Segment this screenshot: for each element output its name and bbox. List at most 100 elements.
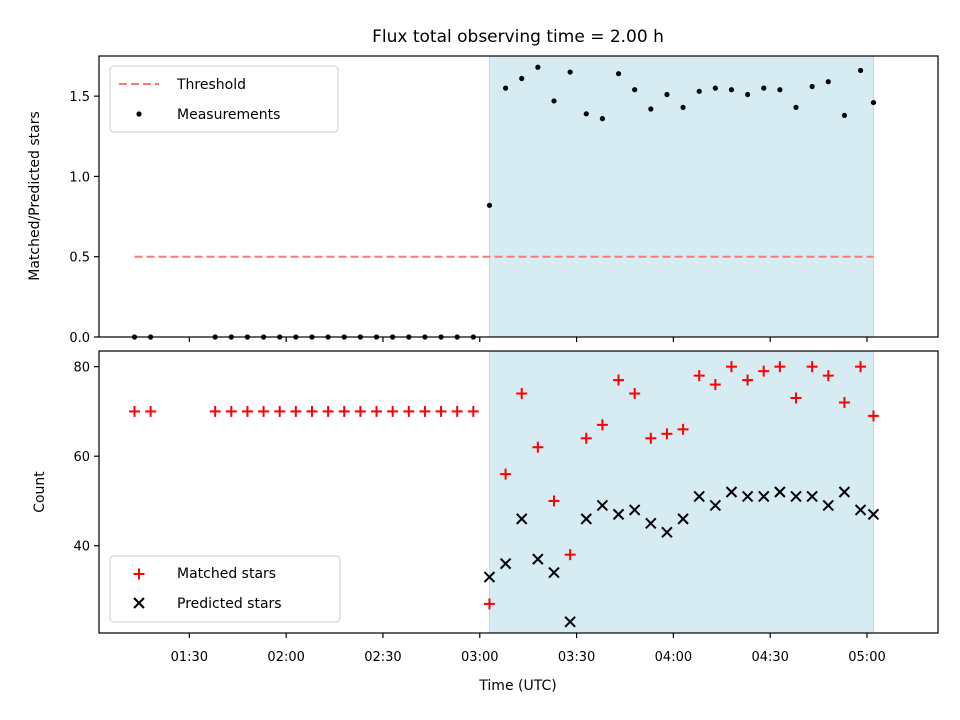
- bottom-ytick-label: 40: [73, 540, 90, 555]
- matched-star-marker: [274, 405, 286, 417]
- measurement-point: [825, 79, 831, 85]
- matched-star-marker: [306, 405, 318, 417]
- matched-star-marker: [338, 405, 350, 417]
- legend-threshold-label: Threshold: [176, 77, 246, 93]
- matched-star-marker: [855, 361, 867, 373]
- top-ytick-label: 0.5: [69, 251, 90, 266]
- xtick-label: 01:30: [171, 650, 208, 665]
- predicted-star-marker: [596, 499, 609, 512]
- matched-star-marker: [677, 423, 689, 435]
- measurement-point: [841, 112, 848, 119]
- matched-star-marker: [322, 405, 334, 417]
- top-axes-frame: [98, 55, 939, 338]
- matched-star-marker: [725, 361, 737, 373]
- measurement-point: [870, 99, 877, 106]
- legend-predicted-label: Predicted stars: [177, 596, 282, 612]
- matched-star-marker: [467, 405, 479, 417]
- measurement-points: [131, 64, 877, 340]
- predicted-star-marker: [838, 486, 851, 498]
- matched-star-marker: [742, 374, 754, 386]
- measurement-point: [599, 116, 606, 122]
- matched-star-marker: [838, 396, 850, 408]
- legend-matched-swatch: [133, 568, 145, 580]
- predicted-star-marker: [612, 508, 625, 521]
- predicted-star-marker: [499, 557, 512, 570]
- matched-star-marker: [661, 428, 673, 440]
- matched-star-marker: [532, 441, 544, 453]
- predicted-star-marker: [677, 513, 689, 525]
- predicted-star-marker: [741, 490, 754, 503]
- matched-star-marker: [290, 405, 302, 417]
- matched-star-marker: [451, 405, 463, 417]
- predicted-star-marker: [822, 499, 834, 512]
- xtick-label: 02:30: [364, 650, 401, 665]
- measurement-point: [809, 83, 815, 90]
- predicted-star-marker: [725, 486, 738, 498]
- matched-star-marker: [435, 405, 447, 417]
- predicted-star-marker: [628, 504, 641, 516]
- matched-star-marker: [403, 405, 415, 417]
- measurement-point: [648, 106, 654, 112]
- legend-matched-label: Matched stars: [177, 566, 276, 582]
- measurement-point: [502, 85, 509, 91]
- bottom-legend-box: [109, 555, 341, 623]
- measurement-point: [551, 98, 557, 104]
- xtick-label: 04:30: [751, 650, 788, 665]
- predicted-star-marker: [548, 566, 560, 579]
- matched-star-marker: [564, 549, 576, 561]
- bottom-legend: Matched stars Predicted stars: [109, 555, 341, 623]
- predicted-star-marker: [580, 513, 592, 525]
- measurement-point: [632, 87, 638, 93]
- matched-star-marker: [693, 370, 705, 382]
- xtick-label: 03:00: [461, 650, 498, 665]
- matched-star-marker: [548, 495, 560, 507]
- predicted-star-marker: [867, 508, 880, 521]
- predicted-star-marker: [758, 490, 770, 503]
- measurement-point: [567, 69, 573, 75]
- measurement-point: [857, 67, 864, 74]
- predicted-star-marker: [790, 490, 802, 503]
- matched-star-marker: [387, 405, 399, 417]
- matched-star-marker: [790, 392, 802, 404]
- measurement-point: [793, 104, 799, 110]
- measurement-point: [745, 91, 751, 98]
- predicted-star-marker: [709, 499, 722, 512]
- legend-measurements-label: Measurements: [177, 107, 280, 123]
- measurement-point: [712, 85, 718, 91]
- matched-star-marker: [225, 405, 237, 417]
- measurement-point: [664, 91, 670, 98]
- measurement-point: [583, 111, 589, 117]
- measurement-point: [519, 75, 525, 82]
- bottom-x-ticks: 01:30 02:00 02:30 03:00 03:30 04:00 04:30 05:00: [171, 633, 886, 665]
- matched-star-marker: [867, 410, 879, 422]
- matched-star-marker: [629, 388, 641, 400]
- top-x-ticks: [188, 337, 868, 342]
- matched-star-marker: [806, 361, 818, 373]
- measurement-point: [535, 64, 541, 70]
- x-axis-label: Time (UTC): [478, 678, 556, 694]
- top-panel: 0.0 0.5 1.0 1.5 Matched/Predicted stars Thr…: [27, 55, 939, 346]
- predicted-star-marker: [532, 553, 544, 565]
- bottom-axes-frame: [98, 350, 939, 634]
- measurement-point: [728, 87, 735, 93]
- bottom-ytick-label: 60: [73, 450, 90, 465]
- bottom-shaded-interval: [488, 350, 874, 634]
- matched-star-marker: [145, 405, 157, 417]
- matched-star-marker: [596, 419, 608, 431]
- measurement-point: [777, 87, 783, 93]
- predicted-star-marker: [774, 486, 786, 498]
- predicted-star-markers: [483, 486, 880, 628]
- xtick-label: 04:00: [655, 650, 692, 665]
- predicted-star-marker: [854, 504, 867, 516]
- measurement-point: [486, 202, 493, 208]
- bottom-ytick-label: 80: [73, 361, 90, 376]
- bottom-panel: 40 60 80 01:30 02:00 02:30 03:00 03:30 04:00 04:…: [32, 350, 939, 694]
- predicted-star-marker: [516, 513, 528, 525]
- predicted-star-marker: [645, 517, 657, 530]
- matched-star-marker: [500, 468, 512, 480]
- top-legend: Threshold Measurements: [109, 65, 339, 133]
- measurement-point: [680, 104, 686, 110]
- measurement-point: [615, 71, 622, 77]
- bottom-y-axis-label: Count: [32, 471, 48, 513]
